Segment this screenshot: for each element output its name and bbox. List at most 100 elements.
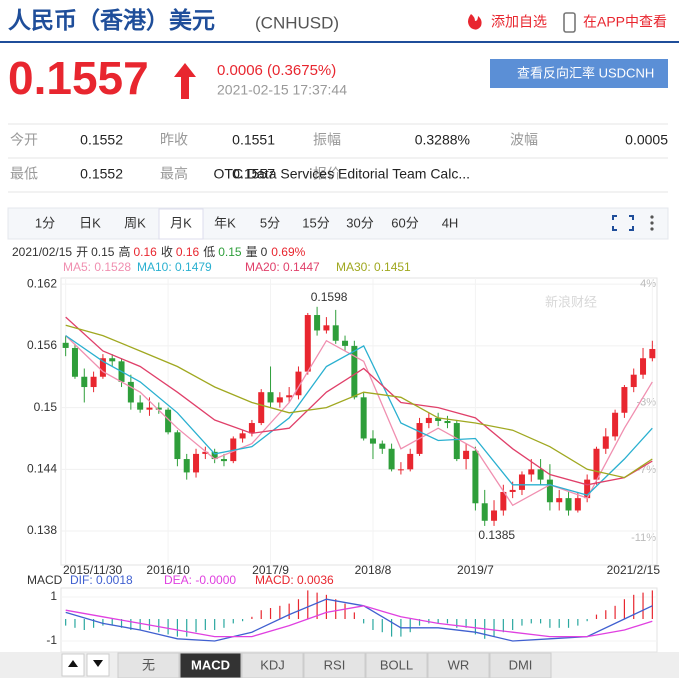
candle-body <box>202 451 209 454</box>
stat-value: 0.1552 <box>80 166 123 182</box>
tab[interactable]: 年K <box>214 215 236 230</box>
indicator-tab[interactable] <box>489 652 552 678</box>
y-tick-label: 0.15 <box>34 400 58 414</box>
macd-legend: DIF: 0.0018 <box>70 573 133 587</box>
indicator-label[interactable]: BOLL <box>380 657 413 672</box>
candle-body <box>621 387 628 413</box>
candle-body <box>630 374 637 388</box>
add-icon[interactable] <box>468 14 482 30</box>
x-tick-label: 2019/7 <box>457 563 494 577</box>
tab-bar <box>7 207 669 240</box>
indicator-tab[interactable] <box>179 652 242 678</box>
candle-body <box>155 407 162 410</box>
menu-icon[interactable] <box>650 215 654 219</box>
tab[interactable]: 30分 <box>346 215 373 230</box>
up-arrow <box>174 63 196 99</box>
indicator-label[interactable]: WR <box>448 657 470 672</box>
stat-value: 0.1557 <box>232 166 275 182</box>
reverse-button-label[interactable]: 查看反向汇率 USDCNH <box>517 65 654 80</box>
info-item: 0.16 <box>176 245 200 259</box>
info-item: 开 <box>76 245 88 259</box>
candle-body <box>509 489 516 492</box>
x-tick-label: 2021/2/15 <box>607 563 661 577</box>
tab[interactable]: 1分 <box>35 215 55 230</box>
tab[interactable]: 4H <box>442 215 459 230</box>
tab[interactable]: 5分 <box>260 215 280 230</box>
tab[interactable]: 月K <box>170 215 192 230</box>
candle-body <box>314 315 321 331</box>
indicator-label[interactable]: DMI <box>509 657 533 672</box>
indicator-label[interactable]: MACD <box>191 657 230 672</box>
candle-body <box>407 453 414 470</box>
tab[interactable]: 60分 <box>391 215 418 230</box>
candle-body <box>518 474 525 490</box>
macd-legend: DEA: -0.0000 <box>164 573 236 587</box>
indicator-label[interactable]: RSI <box>324 657 346 672</box>
indicator-label[interactable]: 无 <box>142 657 155 672</box>
indicator-tab[interactable] <box>117 652 180 678</box>
candle-body <box>528 469 535 475</box>
fullscreen-icon[interactable] <box>612 215 634 231</box>
add-watchlist[interactable]: 添加自选 <box>491 14 547 30</box>
candle-body <box>323 325 330 331</box>
macd-legend: MACD: 0.0036 <box>255 573 334 587</box>
phone-icon[interactable] <box>563 12 576 33</box>
stat-label: 报价 <box>313 166 341 182</box>
candle-body <box>239 433 246 439</box>
indicator-tab[interactable] <box>241 652 304 678</box>
info-item: 0 <box>261 245 268 259</box>
menu-icon[interactable] <box>650 221 654 225</box>
stat-label: 振幅 <box>313 132 341 148</box>
candle-body <box>351 345 358 398</box>
scroll-down-icon[interactable] <box>93 660 103 667</box>
candle-body <box>612 412 619 437</box>
tab[interactable]: 周K <box>124 215 146 230</box>
candle-body <box>500 491 507 511</box>
candle-body <box>99 358 106 377</box>
active-tab[interactable] <box>158 208 204 240</box>
candle-body <box>332 325 339 341</box>
ma-line <box>65 335 653 496</box>
candle-body <box>453 423 460 460</box>
indicator-tab[interactable] <box>427 652 490 678</box>
info-item: 0.15 <box>91 245 115 259</box>
info-line: 2021/02/15 开 0.15 高 0.16 收 0.16 低 0.15 量 0 0.69% <box>12 244 306 259</box>
tab[interactable]: 日K <box>79 215 101 230</box>
candle-body <box>379 443 386 449</box>
legend-entry: MA10: 0.1479 <box>137 260 212 274</box>
open-app[interactable]: 在APP中查看 <box>583 14 667 30</box>
candle-body <box>537 469 544 480</box>
candle-body <box>304 315 311 372</box>
info-item: 0.69% <box>271 245 305 259</box>
candle-body <box>649 348 656 359</box>
candle-body <box>481 503 488 521</box>
indicator-label[interactable]: KDJ <box>260 657 285 672</box>
candle-body <box>602 436 609 449</box>
ma-line <box>65 335 653 507</box>
macd-y-tick-label: 1 <box>50 589 57 603</box>
candle-body <box>556 498 563 503</box>
info-item: 0.16 <box>133 245 157 259</box>
candle-body <box>286 395 293 398</box>
candle-body <box>81 376 88 388</box>
candle-body <box>276 397 283 403</box>
menu-icon[interactable] <box>650 227 654 231</box>
stat-label: 今开 <box>10 132 38 148</box>
candle-body <box>472 450 479 504</box>
stat-label: 波幅 <box>510 132 538 148</box>
info-item: 低 <box>203 245 215 259</box>
y-tick-label: 0.156 <box>27 338 57 352</box>
indicator-tab[interactable] <box>303 652 366 678</box>
candle-body <box>295 371 302 396</box>
y-tick-label: 0.138 <box>27 523 57 537</box>
candle-body <box>640 358 647 375</box>
title: 人民币（香港）美元 <box>8 7 215 33</box>
ma-line <box>65 324 653 479</box>
scroll-up-icon[interactable] <box>68 660 78 667</box>
tab[interactable]: 15分 <box>302 215 329 230</box>
candle-body <box>183 459 190 473</box>
reverse-button[interactable] <box>490 59 668 88</box>
candle-body <box>137 402 144 410</box>
candle-body <box>258 392 265 424</box>
indicator-tab[interactable] <box>365 652 428 678</box>
